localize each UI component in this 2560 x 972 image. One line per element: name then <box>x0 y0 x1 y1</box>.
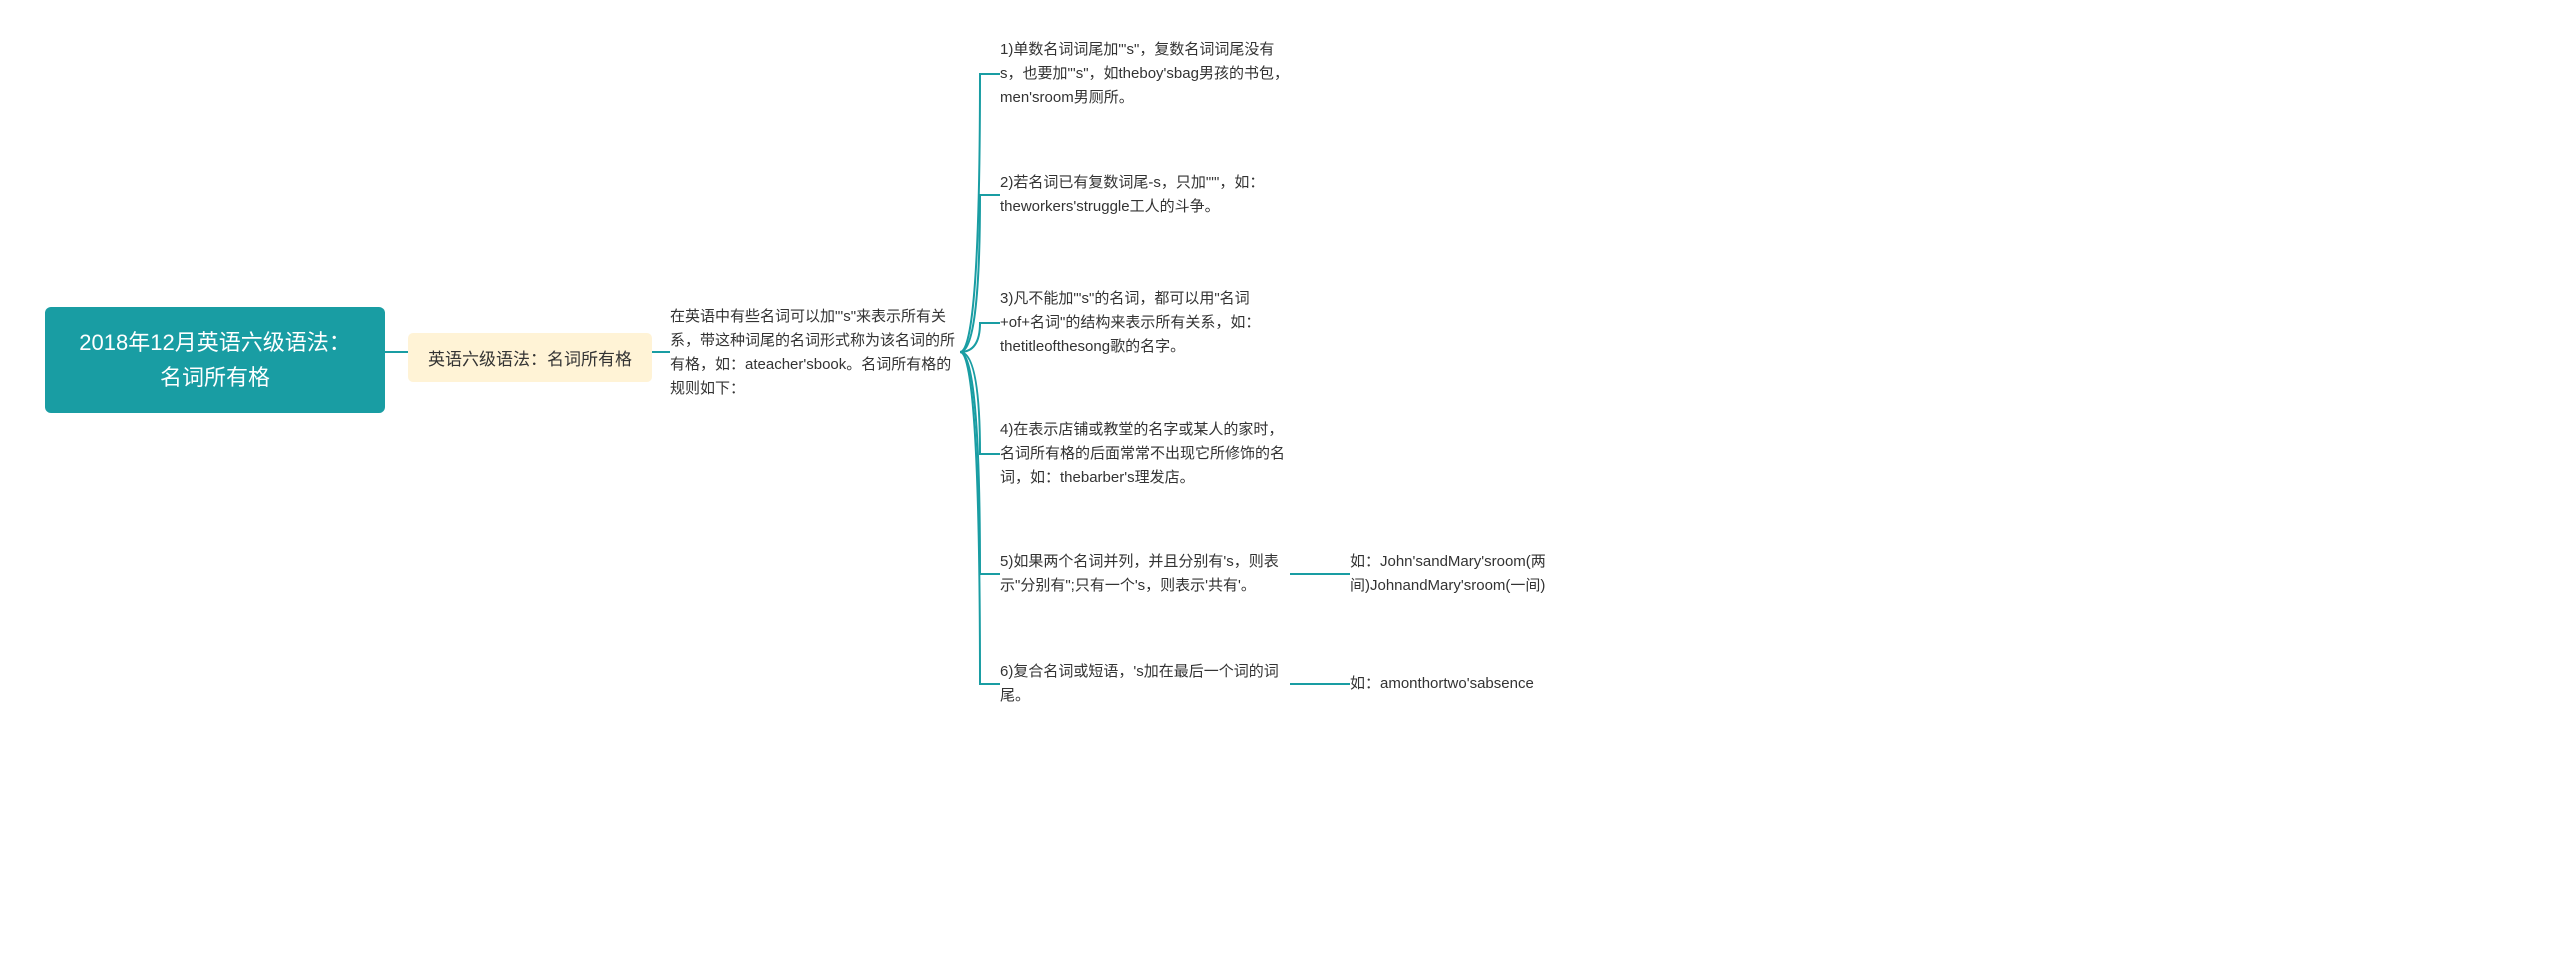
example-item-5: 如：John'sandMary'sroom(两间)JohnandMary'sro… <box>1350 550 1640 598</box>
rule-item-6: 6)复合名词或短语，'s加在最后一个词的词尾。 <box>1000 660 1290 708</box>
rule-item-5: 5)如果两个名词并列，并且分别有's，则表示"分别有";只有一个's，则表示'共… <box>1000 550 1290 598</box>
rule-item-1: 1)单数名词词尾加"'s"，复数名词词尾没有s，也要加"'s"，如theboy'… <box>1000 38 1290 110</box>
level1-node: 英语六级语法：名词所有格 <box>408 333 652 382</box>
rule-item-3: 3)凡不能加"'s"的名词，都可以用"名词+of+名词"的结构来表示所有关系，如… <box>1000 287 1290 359</box>
rule-item-2: 2)若名词已有复数词尾-s，只加"'"，如：theworkers'struggl… <box>1000 171 1290 219</box>
level2-node: 在英语中有些名词可以加"'s"来表示所有关系，带这种词尾的名词形式称为该名词的所… <box>670 305 960 401</box>
example-item-6: 如：amonthortwo'sabsence <box>1350 672 1640 696</box>
rule-item-4: 4)在表示店铺或教堂的名字或某人的家时，名词所有格的后面常常不出现它所修饰的名词… <box>1000 418 1290 490</box>
root-node: 2018年12月英语六级语法：名词所有格 <box>45 307 385 413</box>
